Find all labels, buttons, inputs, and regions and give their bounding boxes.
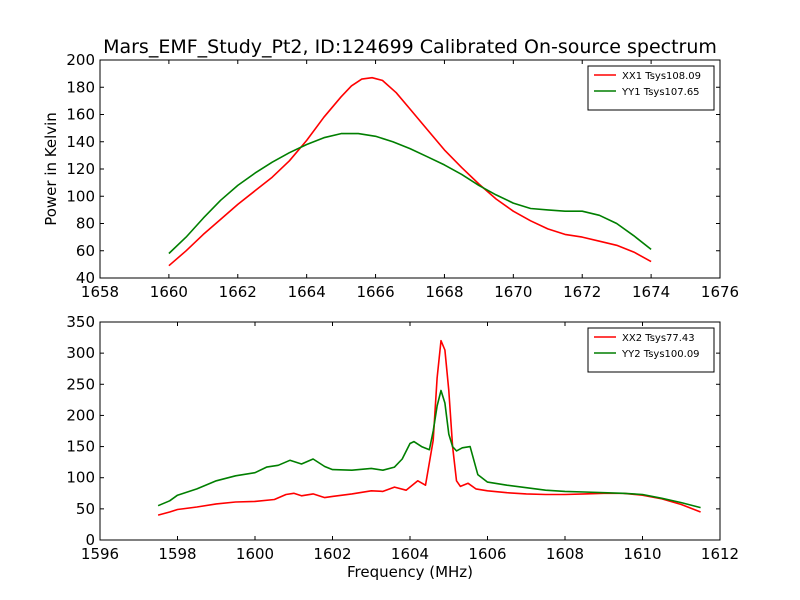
top-series-line-1 [168,76,652,267]
bottom-legend-box [587,327,715,373]
top-y-tick-label: 120 [66,160,95,178]
bottom-x-tick-label: 1610 [623,545,661,563]
top-x-tick-label: 1672 [563,283,601,301]
top-x-tick-label: 1662 [219,283,257,301]
top-y-tick-label: 180 [66,78,95,96]
top-y-tick-label: 60 [76,242,95,260]
top-x-tick-label: 1664 [288,283,326,301]
bottom-y-tick-label: 150 [66,438,95,456]
top-x-tick-label: 1676 [701,283,739,301]
bottom-y-tick-label: 200 [66,406,95,424]
top-x-tick-label: 1658 [81,283,119,301]
bottom-x-tick-label: 1608 [546,545,584,563]
bottom-x-tick-label: 1604 [391,545,429,563]
bottom-plot: 1596 1598 1600 1602 1604 1606 1608 1610 1612 0 50 1… [66,313,739,581]
bottom-x-tick-label: 1606 [468,545,506,563]
bottom-legend-label-2: YY2 Tsys100.09 [621,349,700,360]
bottom-x-axis-label: Frequency (MHz) [347,563,473,581]
bottom-y-tick-label: 300 [66,344,95,362]
bottom-series-line-1 [157,339,701,516]
bottom-y-tick-label: 250 [66,375,95,393]
top-legend-box [587,65,715,111]
bottom-series-line-2 [157,389,701,509]
top-legend: XX1 Tsys108.09 YY1 Tsys107.65 [587,65,715,111]
top-legend-label-2: YY1 Tsys107.65 [621,87,700,98]
top-series-line-2 [168,132,652,255]
top-y-tick-label: 140 [66,133,95,151]
bottom-y-tick-label: 350 [66,313,95,331]
bottom-x-tick-label: 1598 [158,545,196,563]
bottom-x-tick-label: 1596 [81,545,119,563]
top-y-tick-label: 200 [66,51,95,69]
bottom-y-tick-label: 100 [66,469,95,487]
top-x-tick-label: 1674 [632,283,670,301]
bottom-x-tick-label: 1612 [701,545,739,563]
figure-title: Mars_EMF_Study_Pt2, ID:124699 Calibrated… [103,36,717,58]
top-y-tick-label: 40 [76,269,95,287]
bottom-y-tick-label: 50 [76,500,95,518]
top-x-tick-label: 1666 [356,283,394,301]
top-y-tick-label: 80 [76,215,95,233]
bottom-legend-label-1: XX2 Tsys77.43 [622,333,695,344]
top-y-tick-label: 160 [66,106,95,124]
top-x-tick-label: 1668 [425,283,463,301]
top-x-tick-label: 1670 [494,283,532,301]
bottom-x-tick-label: 1602 [313,545,351,563]
bottom-y-tick-label: 0 [85,531,95,549]
top-legend-label-1: XX1 Tsys108.09 [622,71,701,82]
top-x-tick-label: 1660 [150,283,188,301]
top-y-axis-label: Power in Kelvin [42,112,60,226]
top-plot: 1658 1660 1662 1664 1666 1668 1670 1672 1674 1676… [42,51,739,301]
bottom-legend: XX2 Tsys77.43 YY2 Tsys100.09 [587,327,715,373]
top-y-tick-label: 100 [66,187,95,205]
bottom-x-tick-label: 1600 [236,545,274,563]
